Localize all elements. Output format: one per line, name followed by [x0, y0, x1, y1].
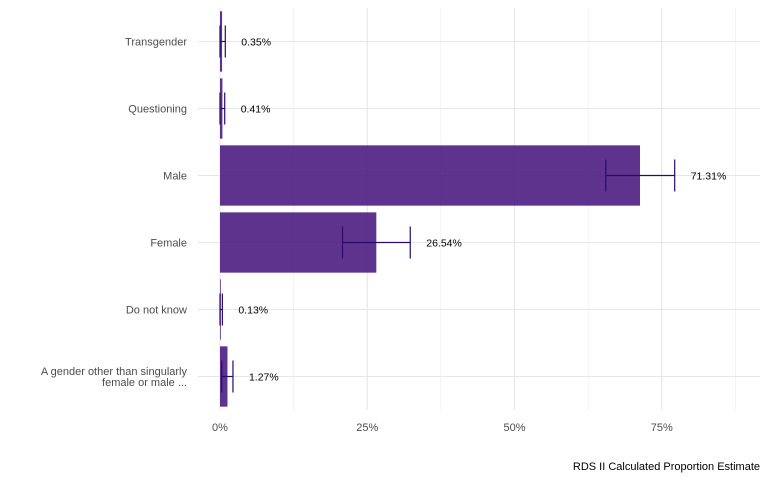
bars [220, 11, 641, 407]
x-tick-label: 75% [651, 422, 673, 434]
bar [220, 145, 641, 206]
x-axis-title: RDS II Calculated Proportion Estimate [573, 461, 760, 473]
data-labels: 1.27% 0.13% 26.54% 71.31% 0.41% 0.35% [238, 37, 726, 384]
x-tick-label: 0% [212, 422, 228, 434]
x-tick-label: 50% [503, 422, 525, 434]
data-label: 1.27% [249, 372, 279, 384]
category-label-line: female or male ... [102, 377, 187, 389]
data-label: 71.31% [691, 171, 727, 183]
category-label-line: Transgender [125, 37, 187, 49]
grid [198, 8, 760, 410]
category-label-line: Male [163, 171, 187, 183]
category-label-line: Female [150, 238, 187, 250]
category-label: Do not know [126, 305, 187, 317]
error-bars [219, 25, 676, 393]
category-label-line: A gender other than singularly [41, 366, 188, 378]
data-label: 0.41% [241, 104, 271, 116]
category-label: A gender other than singularly female or … [41, 366, 188, 389]
category-label-line: Questioning [128, 104, 187, 116]
category-label-line: Do not know [126, 305, 187, 317]
category-label: Female [150, 238, 187, 250]
category-label: Transgender [125, 37, 187, 49]
category-label: Questioning [128, 104, 187, 116]
x-tick-labels: 0% 25% 50% 75% [212, 422, 673, 434]
data-label: 26.54% [426, 238, 462, 250]
category-labels: A gender other than singularly female or … [41, 37, 188, 390]
category-label: Male [163, 171, 187, 183]
data-label: 0.13% [238, 305, 268, 317]
data-label: 0.35% [241, 37, 271, 49]
x-tick-label: 25% [356, 422, 378, 434]
